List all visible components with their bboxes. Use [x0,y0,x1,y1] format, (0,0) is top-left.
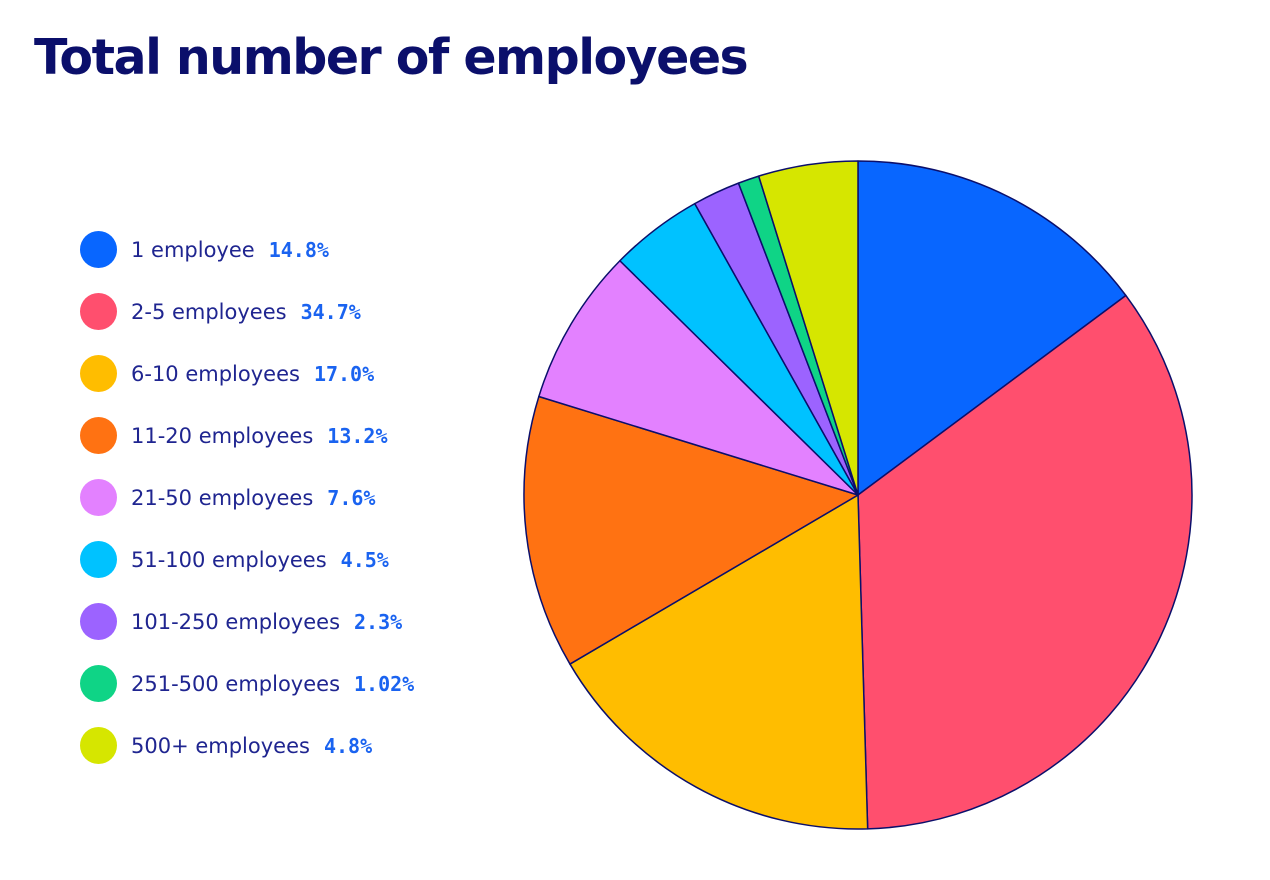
legend-swatch [80,231,117,268]
legend-label: 6-10 employees [131,361,300,386]
pie-slice-9 [757,160,859,496]
legend-label: 51-100 employees [131,547,327,572]
legend-label: 2-5 employees [131,299,287,324]
legend-swatch [80,727,117,764]
legend-value: 7.6% [327,485,376,510]
legend-value: 34.7% [300,299,361,324]
legend-value: 1.02% [354,671,415,696]
legend-item: 1 employee 14.8% [80,231,414,268]
legend-item: 6-10 employees 17.0% [80,355,414,392]
legend-label: 251-500 employees [131,671,341,696]
legend-label: 21-50 employees [131,485,314,510]
legend-swatch [80,417,117,454]
legend-label: 101-250 employees [131,609,341,634]
legend-item: 101-250 employees 2.3% [80,603,414,640]
pie-slice-4 [523,395,859,665]
legend-swatch [80,541,117,578]
legend-swatch [80,479,117,516]
legend-value: 17.0% [313,361,375,386]
pie-chart [523,160,1193,830]
legend-swatch [80,293,117,330]
legend-item: 2-5 employees 34.7% [80,293,414,330]
legend-swatch [80,603,117,640]
legend-label: 500+ employees [131,733,310,758]
legend-value: 4.8% [323,733,373,758]
legend: 1 employee 14.8% 2-5 employees 34.7% 6-1… [80,231,414,789]
pie-slice-5 [538,260,859,496]
legend-label: 11-20 employees [131,423,314,448]
legend-item: 51-100 employees 4.5% [80,541,414,578]
legend-item: 21-50 employees 7.6% [80,479,414,516]
pie-slice-3 [569,494,869,830]
legend-item: 251-500 employees 1.02% [80,665,414,702]
legend-value: 4.5% [340,547,389,572]
legend-item: 500+ employees 4.8% [80,727,414,764]
legend-item: 11-20 employees 13.2% [80,417,414,454]
pie-slice-2 [857,294,1193,830]
legend-swatch [80,355,117,392]
legend-value: 14.8% [268,237,329,262]
chart-title: Total number of employees [34,29,749,86]
legend-swatch [80,665,117,702]
pie-slice-1 [857,160,1127,496]
legend-value: 2.3% [354,609,403,634]
legend-label: 1 employee [131,237,255,262]
legend-value: 13.2% [327,423,388,448]
